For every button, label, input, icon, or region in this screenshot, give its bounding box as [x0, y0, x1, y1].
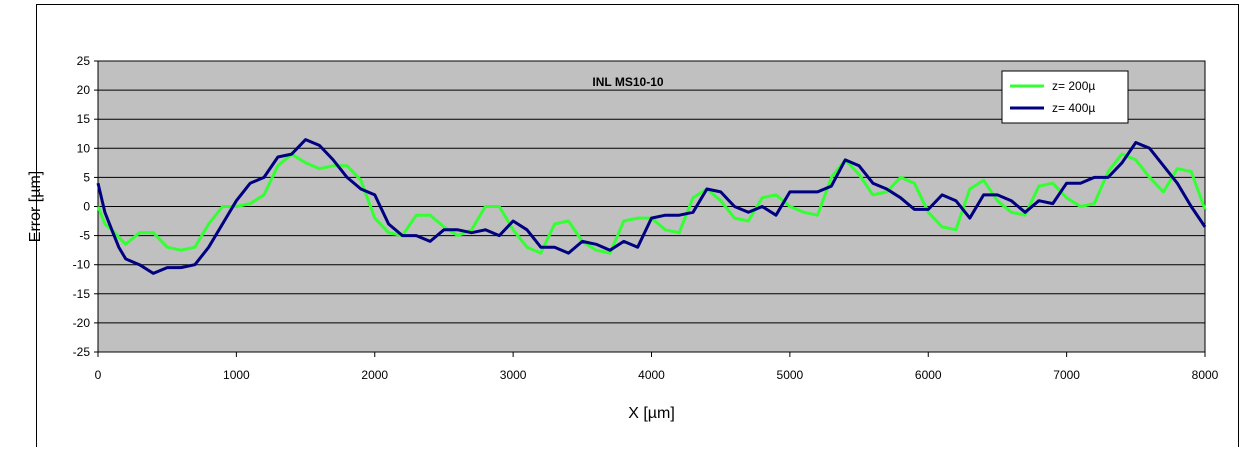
legend-label: z= 200µ — [1052, 79, 1095, 93]
x-tick-label: 1000 — [223, 368, 250, 382]
x-tick-label: 3000 — [500, 368, 527, 382]
series-line-2 — [96, 138, 1207, 275]
y-tick-label: 10 — [77, 141, 91, 155]
legend-box — [1001, 70, 1129, 124]
x-tick-label: 7000 — [1053, 368, 1080, 382]
legend: z= 200µ z= 400µ — [1001, 70, 1129, 124]
x-axis-title: X [µm] — [628, 405, 675, 422]
y-tick-label: 15 — [77, 112, 91, 126]
series-layer — [96, 138, 1207, 275]
y-tick-label: -5 — [79, 229, 90, 243]
legend-label: z= 400µ — [1052, 101, 1095, 115]
y-axis-title: Error [µm] — [27, 171, 44, 242]
x-tick-label: 6000 — [915, 368, 942, 382]
chart-title: INL MS10-10 — [592, 75, 663, 89]
series-line-1 — [96, 152, 1207, 255]
y-tick-label: 20 — [77, 83, 91, 97]
y-tick-label: -10 — [73, 258, 91, 272]
axes: 25 20 15 10 5 0 -5 -10 -15 -20 -25 0 1000 2000 3000 400… — [73, 54, 1219, 382]
y-tick-label: -20 — [73, 316, 91, 330]
x-tick-label: 0 — [95, 368, 102, 382]
y-tick-label: -15 — [73, 287, 91, 301]
x-tick-label: 5000 — [777, 368, 804, 382]
y-tick-label: 25 — [77, 54, 91, 68]
x-tick-label: 4000 — [638, 368, 665, 382]
x-tick-label: 8000 — [1192, 368, 1219, 382]
y-tick-label: 0 — [83, 200, 90, 214]
chart-frame — [36, 4, 1239, 447]
y-tick-label: 5 — [83, 170, 90, 184]
y-tick-label: -25 — [73, 345, 91, 359]
x-tick-label: 2000 — [361, 368, 388, 382]
